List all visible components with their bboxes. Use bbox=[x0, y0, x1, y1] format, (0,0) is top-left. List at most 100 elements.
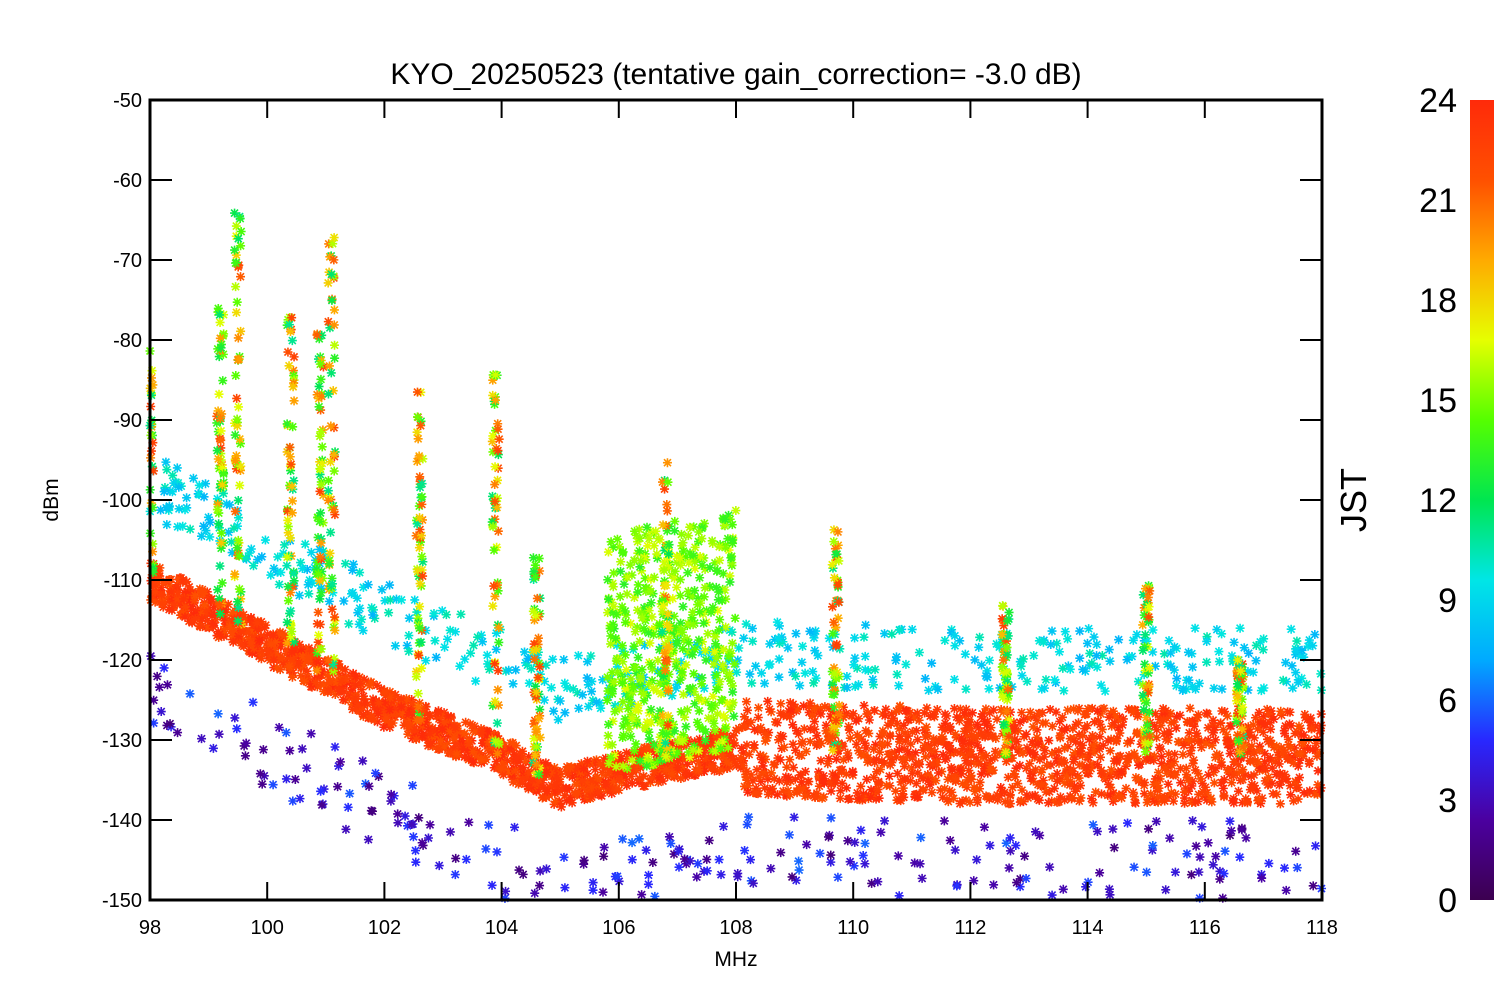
data-point bbox=[1292, 863, 1302, 873]
data-point bbox=[634, 524, 644, 534]
data-point bbox=[1022, 790, 1032, 800]
data-point bbox=[1129, 792, 1139, 802]
data-point bbox=[864, 715, 874, 725]
data-point bbox=[797, 657, 807, 667]
data-point bbox=[1241, 733, 1251, 743]
data-point bbox=[738, 748, 748, 758]
data-point bbox=[981, 751, 991, 761]
data-point bbox=[681, 722, 691, 732]
data-point bbox=[528, 606, 538, 616]
data-point bbox=[1007, 735, 1017, 745]
data-point bbox=[983, 792, 993, 802]
data-point bbox=[329, 423, 339, 433]
data-point bbox=[1052, 768, 1062, 778]
data-point bbox=[587, 782, 597, 792]
data-point bbox=[695, 573, 705, 583]
data-point bbox=[769, 760, 779, 770]
data-point bbox=[967, 738, 977, 748]
data-point bbox=[493, 700, 503, 710]
data-point bbox=[1238, 765, 1248, 775]
data-point bbox=[870, 758, 880, 768]
colorbar-tick-label: 9 bbox=[1438, 582, 1457, 620]
data-point bbox=[608, 684, 618, 694]
data-point bbox=[1291, 668, 1301, 678]
data-point bbox=[649, 630, 659, 639]
data-point bbox=[627, 855, 637, 865]
data-point bbox=[676, 657, 686, 667]
data-point bbox=[713, 606, 723, 616]
data-point bbox=[1097, 650, 1107, 660]
data-point bbox=[1037, 780, 1047, 790]
data-point bbox=[1009, 717, 1019, 727]
y-tick-label: -130 bbox=[102, 730, 142, 752]
data-point bbox=[722, 698, 732, 708]
data-point bbox=[899, 774, 909, 784]
data-point bbox=[439, 742, 449, 752]
data-point bbox=[640, 626, 650, 636]
data-point bbox=[494, 434, 504, 444]
data-point bbox=[789, 812, 799, 822]
data-point bbox=[893, 769, 903, 778]
data-point bbox=[646, 598, 656, 608]
data-point bbox=[710, 558, 720, 568]
data-point bbox=[1300, 709, 1310, 719]
data-point bbox=[586, 651, 596, 661]
data-point bbox=[671, 683, 681, 693]
data-point bbox=[1151, 816, 1161, 826]
data-point bbox=[571, 780, 581, 790]
data-point bbox=[1017, 671, 1027, 681]
data-point bbox=[1232, 689, 1242, 699]
data-point bbox=[1156, 759, 1166, 769]
data-point bbox=[325, 323, 335, 333]
data-point bbox=[427, 732, 437, 742]
data-point bbox=[617, 678, 627, 688]
data-point bbox=[752, 765, 762, 775]
data-point bbox=[299, 676, 309, 686]
data-point bbox=[162, 720, 172, 730]
data-point bbox=[611, 762, 621, 772]
data-point bbox=[237, 640, 247, 650]
data-point bbox=[147, 366, 157, 376]
data-point bbox=[218, 605, 228, 615]
x-tick-label: 98 bbox=[139, 917, 161, 939]
data-point bbox=[1055, 731, 1065, 741]
data-point bbox=[653, 533, 663, 543]
data-point bbox=[1223, 736, 1233, 746]
data-point bbox=[1170, 867, 1180, 877]
data-point bbox=[1303, 743, 1313, 753]
data-point bbox=[529, 719, 539, 729]
data-point bbox=[950, 631, 960, 641]
data-point bbox=[664, 559, 674, 569]
data-point bbox=[490, 591, 500, 601]
data-point bbox=[445, 827, 455, 837]
data-point bbox=[653, 777, 663, 787]
data-point bbox=[1236, 666, 1246, 676]
data-point bbox=[323, 655, 333, 665]
data-point bbox=[778, 711, 788, 721]
data-point bbox=[961, 795, 971, 805]
data-point bbox=[288, 796, 298, 806]
data-point bbox=[1262, 704, 1272, 714]
data-point bbox=[312, 666, 322, 676]
data-point bbox=[166, 587, 176, 597]
data-point bbox=[985, 708, 995, 718]
data-point bbox=[491, 757, 501, 767]
data-point bbox=[923, 731, 933, 741]
data-point bbox=[1238, 682, 1248, 692]
data-point bbox=[413, 434, 423, 444]
data-point bbox=[510, 822, 520, 832]
data-point bbox=[297, 564, 307, 574]
data-point bbox=[259, 771, 269, 781]
data-point bbox=[810, 724, 820, 734]
data-point bbox=[635, 756, 645, 766]
data-point bbox=[707, 536, 717, 546]
x-tick-label: 100 bbox=[251, 917, 284, 939]
data-point bbox=[763, 789, 773, 799]
data-point bbox=[372, 702, 382, 712]
data-point bbox=[415, 623, 425, 633]
data-point bbox=[774, 672, 784, 682]
data-point bbox=[1305, 786, 1315, 796]
data-point bbox=[1099, 772, 1109, 782]
data-point bbox=[612, 534, 622, 544]
data-point bbox=[831, 728, 841, 738]
